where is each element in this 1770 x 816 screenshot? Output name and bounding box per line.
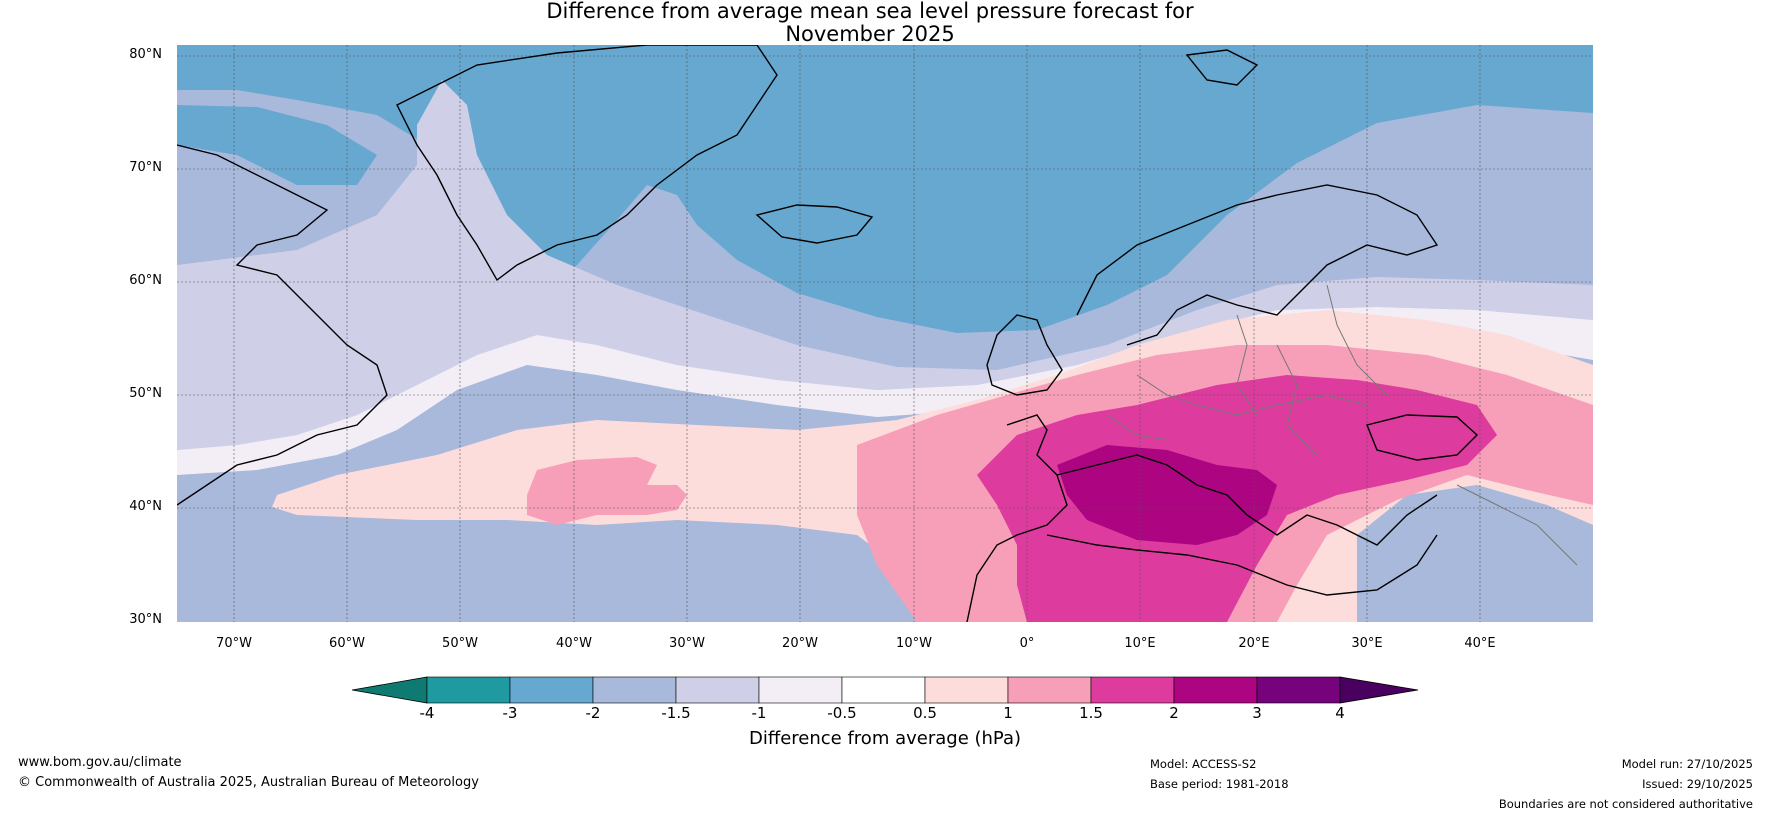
north-africa-coast (1046, 534, 1438, 596)
colorbar-tick: -3 (502, 704, 518, 722)
colorbar-swatch (426, 676, 511, 704)
website-link[interactable]: www.bom.gov.au/climate (18, 755, 182, 770)
colorbar-tick: 2 (1169, 704, 1179, 722)
coastlines (177, 45, 1479, 622)
colorbar-swatch (841, 676, 926, 704)
greenland-coast (396, 45, 778, 282)
colorbar-extend-high (1339, 676, 1419, 704)
lat-label-80n: 80°N (129, 47, 162, 62)
lat-label-50n: 50°N (129, 386, 162, 401)
british-isles-coast (986, 314, 1063, 396)
base-period: Base period: 1981-2018 (1150, 777, 1289, 791)
lat-label-30n: 30°N (129, 612, 162, 627)
lon-label-30e: 30°E (1351, 636, 1383, 651)
svalbard-coast (1185, 49, 1259, 86)
title-line-1: Difference from average mean sea level p… (546, 0, 1194, 23)
title-line-2: November 2025 (785, 22, 955, 46)
europe-coast (966, 414, 1068, 622)
lon-label-50w: 50°W (442, 636, 478, 651)
scandinavia-coast (1076, 184, 1439, 346)
colorbar-tick: 3 (1252, 704, 1262, 722)
issued-date: Issued: 29/10/2025 (1642, 777, 1753, 791)
lon-label-10e: 10°E (1124, 636, 1156, 651)
model-name: Model: ACCESS-S2 (1150, 757, 1257, 771)
lat-label-40n: 40°N (129, 499, 162, 514)
colorbar-swatch (1256, 676, 1341, 704)
colorbar-tick: 4 (1335, 704, 1345, 722)
mediterranean-coast (1056, 454, 1438, 546)
pressure-anomaly-map (177, 45, 1593, 622)
band-minus-2-west (177, 105, 377, 185)
copyright-text: © Commonwealth of Australia 2025, Austra… (18, 775, 479, 790)
colorbar-swatch (509, 676, 594, 704)
colorbar-swatch (1090, 676, 1175, 704)
lon-label-70w: 70°W (216, 636, 252, 651)
lon-label-0: 0° (1019, 636, 1035, 651)
graticule (177, 45, 1593, 622)
canada-coast (177, 144, 388, 506)
band-plus-2 (1057, 445, 1277, 545)
colorbar-label: Difference from average (hPa) (748, 728, 1022, 749)
colorbar-swatch (592, 676, 677, 704)
boundaries-disclaimer: Boundaries are not considered authoritat… (1498, 797, 1753, 811)
colorbar-tick: -0.5 (827, 704, 857, 722)
colorbar-tick: 0.5 (913, 704, 937, 722)
colorbar-tick: -1.5 (661, 704, 691, 722)
colorbar-swatch (758, 676, 843, 704)
country-borders (1106, 284, 1578, 566)
iceland-coast (755, 204, 874, 244)
colorbar-extend-low (352, 676, 428, 704)
colorbar-swatch (924, 676, 1009, 704)
colorbar-tick: -1 (751, 704, 767, 722)
lat-label-60n: 60°N (129, 273, 162, 288)
lon-label-10w: 10°W (896, 636, 932, 651)
model-run-date: Model run: 27/10/2025 (1621, 757, 1753, 771)
colorbar-tick: 1.5 (1079, 704, 1103, 722)
lon-label-40e: 40°E (1464, 636, 1496, 651)
colorbar-swatch (1173, 676, 1258, 704)
lon-label-20e: 20°E (1238, 636, 1270, 651)
colorbar-tick: -4 (419, 704, 435, 722)
lon-label-60w: 60°W (329, 636, 365, 651)
colorbar-tick: 1 (1003, 704, 1013, 722)
lon-label-20w: 20°W (782, 636, 818, 651)
colorbar-tick: -2 (585, 704, 601, 722)
colorbar (352, 676, 1419, 704)
lon-label-30w: 30°W (669, 636, 705, 651)
lon-label-40w: 40°W (556, 636, 592, 651)
colorbar-swatch (1007, 676, 1092, 704)
black-sea-coast (1366, 414, 1479, 461)
lat-label-70n: 70°N (129, 160, 162, 175)
chart-title: Difference from average mean sea level p… (160, 0, 1580, 46)
colorbar-swatch (675, 676, 760, 704)
map-svg (177, 45, 1593, 622)
